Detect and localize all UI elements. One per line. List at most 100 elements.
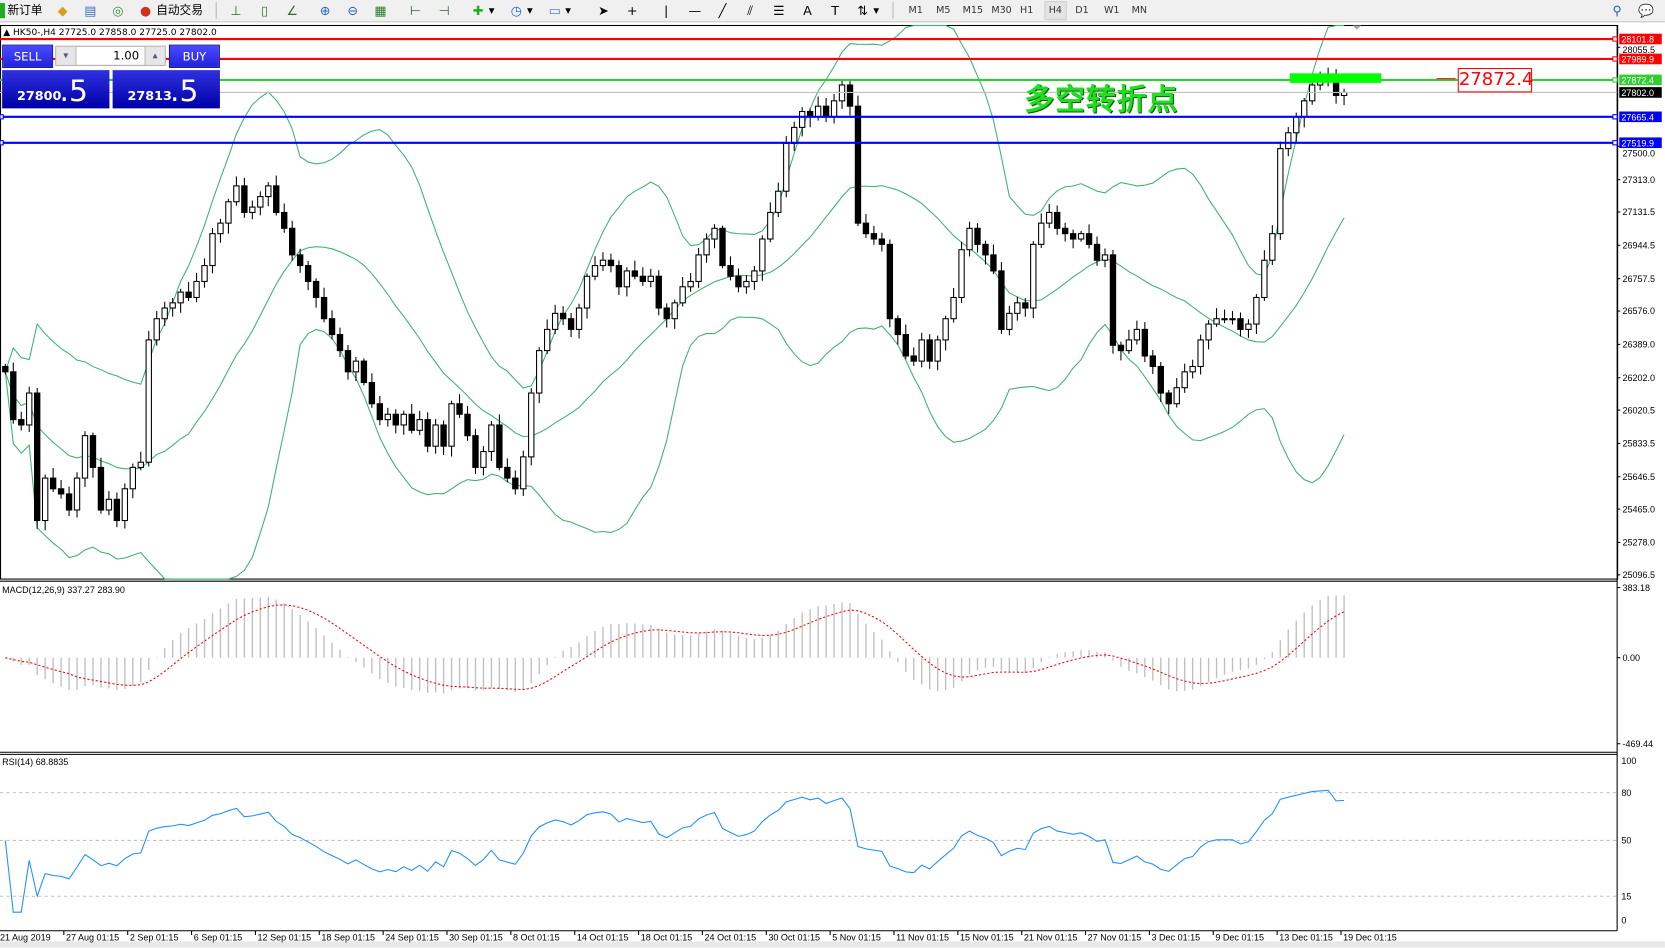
arrows-button[interactable]: ⇅ ▼ (855, 2, 879, 19)
bearish-candle (910, 355, 917, 362)
cursor-button[interactable]: ➤ (596, 2, 611, 19)
zoom-out-button[interactable]: ⊖ (345, 2, 360, 19)
bullish-candle (1253, 296, 1260, 325)
bullish-candle (1046, 211, 1053, 224)
timeframe-m15[interactable]: M15 (962, 5, 984, 16)
price-level-badge (1619, 111, 1662, 123)
chat-icon: 💬 (1638, 3, 1655, 19)
bullish-candle (129, 466, 136, 490)
buy-button[interactable]: BUY (168, 44, 220, 68)
bullish-candle (575, 307, 583, 330)
timeframe-m30[interactable]: M30 (991, 5, 1012, 16)
bullish-candle (1261, 259, 1268, 299)
bullish-candle (1213, 318, 1220, 325)
timeframe-m1[interactable]: M1 (908, 5, 923, 16)
lot-decrease-icon[interactable]: ▼ (56, 46, 77, 65)
chart-annotation-text[interactable]: 多空转折点 (1024, 81, 1179, 117)
bearish-candle (639, 275, 646, 282)
bearish-candle (328, 318, 336, 336)
buy-price-box[interactable]: 27813.5 (112, 70, 220, 109)
new-order-button[interactable]: ▌ 新订单 (0, 3, 43, 19)
bearish-candle (296, 254, 304, 267)
bullish-candle (121, 488, 129, 522)
auto-trade-button[interactable]: ● 自动交易 (139, 3, 203, 19)
crosshair-button[interactable]: + (625, 2, 640, 19)
bullish-candle (647, 275, 654, 282)
bullish-candle (1125, 339, 1133, 352)
bearish-candle (1237, 318, 1244, 330)
level-anchor-handle[interactable] (0, 114, 4, 120)
level-anchor-handle[interactable] (1612, 140, 1618, 146)
indicators-button[interactable]: ✚ ▼ (471, 2, 495, 19)
search-button[interactable]: ⚲ (1610, 2, 1625, 19)
level-anchor-handle[interactable] (0, 140, 4, 146)
price-level-label: 27802.0 (1621, 88, 1654, 98)
bearish-candle (998, 270, 1005, 330)
signals-button[interactable]: ◎ (111, 2, 126, 19)
level-anchor-handle[interactable] (1612, 114, 1618, 120)
sell-price-box[interactable]: 27800.5 (2, 70, 110, 109)
bearish-candle (974, 227, 981, 245)
bearish-candle (990, 254, 997, 272)
bullish-candle (225, 201, 232, 224)
clock-icon: ◷ (510, 3, 522, 19)
level-anchor-handle[interactable] (1612, 56, 1618, 62)
autoscroll-button[interactable]: ⊣ (437, 2, 452, 19)
marker-rectangle[interactable] (1289, 73, 1382, 83)
tile-windows-button[interactable]: ▦ (373, 2, 388, 19)
time-axis-label: 11 Nov 01:15 (896, 932, 949, 942)
text-label-button[interactable]: T (828, 2, 843, 19)
collapse-arrow-icon[interactable]: ▲ (3, 27, 14, 39)
macd-label: MACD(12,26,9) 337.27 283.90 (2, 585, 125, 595)
time-axis-label: 27 Nov 01:15 (1088, 932, 1142, 942)
terminal-button[interactable]: ▤ (83, 2, 98, 19)
bullish-candle (1189, 365, 1196, 373)
timeframe-d1[interactable]: D1 (1075, 5, 1089, 16)
history-button[interactable]: ◆ (55, 2, 70, 19)
trendline-button[interactable]: ╱ (715, 2, 730, 19)
templates-button[interactable]: ▭ ▼ (547, 2, 571, 19)
time-axis-label: 19 Dec 01:15 (1343, 932, 1397, 942)
text-button[interactable]: A (800, 2, 815, 19)
timeframe-h1[interactable]: H1 (1020, 5, 1034, 16)
bearish-candle (1069, 233, 1077, 240)
lot-size-field[interactable]: ▼ 1.00 ▲ (55, 45, 166, 66)
timeframe-m5[interactable]: M5 (936, 5, 951, 16)
horizontal-line-button[interactable]: — (687, 2, 702, 19)
timeframe-mn[interactable]: MN (1131, 5, 1147, 16)
chart-shift-marker[interactable] (1352, 25, 1362, 30)
fibonacci-button[interactable]: ☰ (771, 2, 786, 19)
zoom-in-button[interactable]: ⊕ (318, 2, 333, 19)
timeframe-w1[interactable]: W1 (1103, 5, 1120, 16)
timeframe-h4[interactable]: H4 (1044, 1, 1067, 21)
bullish-candle (26, 392, 33, 426)
chart-shift-button[interactable]: ⊢ (408, 2, 423, 19)
time-axis-label: 30 Oct 01:15 (768, 932, 820, 942)
bullish-candle (950, 296, 957, 320)
lot-increase-icon[interactable]: ▲ (144, 46, 165, 65)
chat-button[interactable]: 💬 (1638, 2, 1655, 19)
bar-chart-button[interactable]: ⊥ (228, 2, 243, 19)
channel-button[interactable]: ⫽ (743, 2, 758, 19)
bullish-candle (81, 435, 89, 479)
periods-button[interactable]: ◷ ▼ (509, 2, 533, 19)
price-label-object[interactable]: 27872.4 (1457, 68, 1534, 93)
bullish-candle (137, 461, 144, 468)
bullish-candle (687, 280, 694, 288)
bearish-candle (336, 334, 344, 352)
bearish-candle (902, 334, 909, 357)
candlestick-button[interactable]: ▯ (257, 2, 272, 19)
price-level-badge (1619, 87, 1662, 98)
bullish-candle (1038, 222, 1045, 245)
vertical-line-icon: | (664, 3, 669, 19)
bullish-candle (41, 477, 49, 522)
vertical-line-button[interactable]: | (659, 2, 674, 19)
sell-button[interactable]: SELL (2, 44, 54, 68)
bullish-candle (799, 111, 806, 128)
level-anchor-handle[interactable] (1612, 36, 1618, 42)
level-anchor-handle[interactable] (1612, 77, 1618, 83)
tile-icon: ▦ (374, 3, 387, 19)
bullish-candle (105, 498, 113, 511)
line-chart-button[interactable]: ∠ (285, 2, 300, 19)
